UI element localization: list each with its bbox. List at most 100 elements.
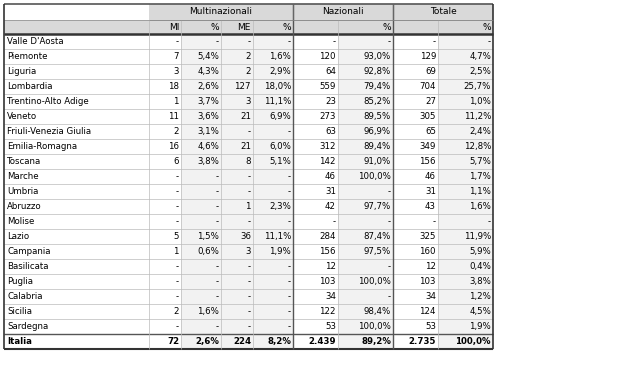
Bar bbox=[293, 169, 338, 184]
Bar bbox=[221, 334, 253, 349]
Text: 6: 6 bbox=[173, 157, 179, 166]
Bar bbox=[438, 319, 493, 334]
Text: 325: 325 bbox=[419, 232, 436, 241]
Text: 18,0%: 18,0% bbox=[264, 82, 291, 91]
Text: 3: 3 bbox=[245, 97, 251, 106]
Bar bbox=[221, 79, 253, 94]
Bar bbox=[338, 319, 393, 334]
Bar bbox=[149, 94, 181, 109]
Bar bbox=[393, 94, 438, 109]
Bar bbox=[293, 49, 338, 64]
Bar bbox=[438, 229, 493, 244]
Text: 18: 18 bbox=[168, 82, 179, 91]
Bar bbox=[438, 49, 493, 64]
Text: 2: 2 bbox=[245, 67, 251, 76]
Text: 156: 156 bbox=[419, 157, 436, 166]
Text: -: - bbox=[288, 322, 291, 331]
Bar bbox=[221, 64, 253, 79]
Bar bbox=[4, 34, 149, 49]
Bar bbox=[181, 139, 221, 154]
Bar bbox=[149, 289, 181, 304]
Bar bbox=[149, 20, 181, 34]
Bar bbox=[181, 124, 221, 139]
Text: Lombardia: Lombardia bbox=[7, 82, 52, 91]
Bar bbox=[181, 304, 221, 319]
Bar bbox=[181, 34, 221, 49]
Bar bbox=[293, 4, 393, 20]
Text: 1,5%: 1,5% bbox=[197, 232, 219, 241]
Text: Umbria: Umbria bbox=[7, 187, 39, 196]
Bar bbox=[393, 20, 438, 34]
Text: 91,0%: 91,0% bbox=[364, 157, 391, 166]
Bar bbox=[4, 124, 149, 139]
Text: Piemonte: Piemonte bbox=[7, 52, 47, 61]
Text: 284: 284 bbox=[320, 232, 336, 241]
Bar bbox=[338, 184, 393, 199]
Bar bbox=[149, 244, 181, 259]
Text: 0,6%: 0,6% bbox=[197, 247, 219, 256]
Text: 1: 1 bbox=[173, 97, 179, 106]
Text: 93,0%: 93,0% bbox=[364, 52, 391, 61]
Text: -: - bbox=[288, 217, 291, 226]
Bar bbox=[293, 64, 338, 79]
Bar bbox=[293, 199, 338, 214]
Bar bbox=[438, 289, 493, 304]
Text: 142: 142 bbox=[320, 157, 336, 166]
Text: -: - bbox=[216, 322, 219, 331]
Text: -: - bbox=[388, 187, 391, 196]
Text: 87,4%: 87,4% bbox=[364, 232, 391, 241]
Text: 97,5%: 97,5% bbox=[364, 247, 391, 256]
Bar bbox=[293, 259, 338, 274]
Text: 25,7%: 25,7% bbox=[464, 82, 491, 91]
Bar bbox=[393, 184, 438, 199]
Bar bbox=[181, 109, 221, 124]
Bar bbox=[181, 274, 221, 289]
Bar bbox=[338, 34, 393, 49]
Text: %: % bbox=[482, 23, 491, 32]
Bar bbox=[338, 274, 393, 289]
Text: 63: 63 bbox=[325, 127, 336, 136]
Bar bbox=[393, 49, 438, 64]
Bar bbox=[293, 184, 338, 199]
Bar bbox=[293, 304, 338, 319]
Text: 11,1%: 11,1% bbox=[264, 97, 291, 106]
Text: 5,4%: 5,4% bbox=[197, 52, 219, 61]
Bar bbox=[293, 214, 338, 229]
Text: Basilicata: Basilicata bbox=[7, 262, 49, 271]
Text: 2,5%: 2,5% bbox=[469, 67, 491, 76]
Bar bbox=[338, 289, 393, 304]
Text: -: - bbox=[288, 187, 291, 196]
Bar bbox=[393, 319, 438, 334]
Text: -: - bbox=[248, 187, 251, 196]
Bar bbox=[149, 199, 181, 214]
Bar bbox=[338, 20, 393, 34]
Text: 120: 120 bbox=[320, 52, 336, 61]
Bar bbox=[221, 304, 253, 319]
Text: Abruzzo: Abruzzo bbox=[7, 202, 42, 211]
Bar bbox=[393, 154, 438, 169]
Bar bbox=[221, 34, 253, 49]
Text: 6,0%: 6,0% bbox=[269, 142, 291, 151]
Text: -: - bbox=[288, 307, 291, 316]
Bar bbox=[438, 304, 493, 319]
Bar bbox=[181, 64, 221, 79]
Bar bbox=[338, 259, 393, 274]
Bar bbox=[438, 79, 493, 94]
Text: -: - bbox=[388, 217, 391, 226]
Bar bbox=[221, 199, 253, 214]
Bar bbox=[293, 139, 338, 154]
Text: 5,1%: 5,1% bbox=[269, 157, 291, 166]
Bar bbox=[149, 304, 181, 319]
Text: -: - bbox=[216, 292, 219, 301]
Bar bbox=[221, 94, 253, 109]
Text: -: - bbox=[248, 307, 251, 316]
Text: 3,7%: 3,7% bbox=[197, 97, 219, 106]
Bar bbox=[293, 94, 338, 109]
Text: 1,6%: 1,6% bbox=[469, 202, 491, 211]
Text: 100,0%: 100,0% bbox=[358, 277, 391, 286]
Text: 1,6%: 1,6% bbox=[269, 52, 291, 61]
Bar bbox=[149, 109, 181, 124]
Text: 1,1%: 1,1% bbox=[469, 187, 491, 196]
Bar bbox=[338, 334, 393, 349]
Text: Calabria: Calabria bbox=[7, 292, 42, 301]
